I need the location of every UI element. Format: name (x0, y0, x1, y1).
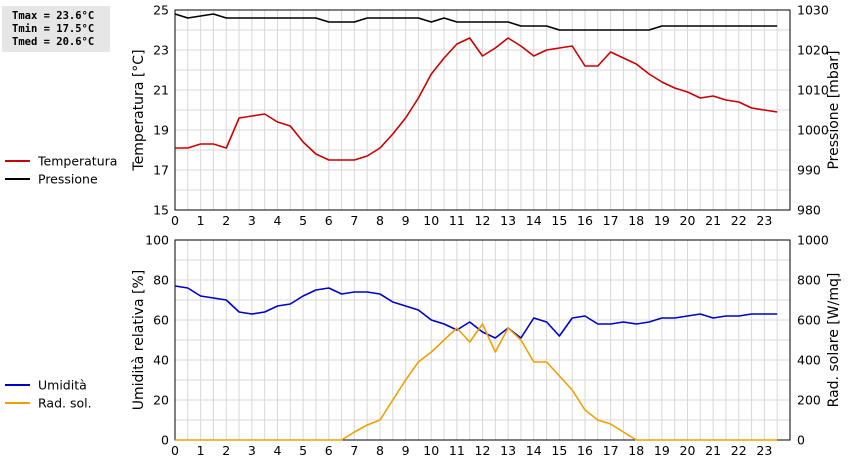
x-tick-label: 20 (680, 213, 696, 228)
x-tick-label: 13 (500, 443, 516, 458)
x-tick-label: 9 (402, 213, 410, 228)
x-tick-label: 4 (274, 213, 282, 228)
x-tick-label: 17 (603, 213, 619, 228)
y-left-tick-label: 0 (161, 433, 169, 448)
y-right-tick-label: 1000 (797, 123, 829, 138)
legend-label: Umidità (38, 378, 87, 393)
y-left-tick-label: 20 (153, 393, 169, 408)
x-tick-label: 19 (654, 443, 670, 458)
y-axis-right-label: Pressione [mbar] (826, 50, 842, 169)
x-tick-label: 19 (654, 213, 670, 228)
x-tick-label: 0 (171, 443, 179, 458)
x-tick-label: 14 (526, 213, 542, 228)
y-right-tick-label: 0 (797, 433, 805, 448)
y-left-tick-label: 23 (153, 43, 169, 58)
y-left-tick-label: 21 (153, 83, 169, 98)
x-tick-label: 15 (551, 213, 567, 228)
x-tick-label: 22 (731, 213, 747, 228)
x-tick-label: 11 (449, 213, 465, 228)
x-tick-label: 14 (526, 443, 542, 458)
chart-panel-hum: 0 1 2 3 4 5 6 7 8 9 10 11 12 13 14 15 16 17 18 19 20 21 22 2302… (5, 233, 842, 458)
series-line-temperatura (175, 37, 778, 161)
x-tick-label: 3 (248, 443, 256, 458)
y-right-tick-label: 200 (797, 393, 821, 408)
legend-label: Temperatura (37, 154, 117, 169)
x-tick-label: 4 (274, 443, 282, 458)
y-left-tick-label: 17 (153, 163, 169, 178)
x-tick-label: 20 (680, 443, 696, 458)
y-right-tick-label: 600 (797, 313, 821, 328)
y-right-tick-label: 990 (797, 163, 821, 178)
x-tick-label: 12 (475, 213, 491, 228)
x-tick-label: 16 (577, 443, 593, 458)
y-left-tick-label: 19 (153, 123, 169, 138)
legend: Umidità Rad. sol. (5, 378, 92, 411)
y-right-tick-label: 1020 (797, 43, 829, 58)
x-tick-label: 7 (350, 213, 358, 228)
x-tick-label: 5 (299, 213, 307, 228)
x-tick-label: 2 (222, 213, 230, 228)
x-tick-label: 6 (325, 443, 333, 458)
x-tick-label: 7 (350, 443, 358, 458)
y-left-tick-label: 100 (145, 233, 169, 248)
x-tick-label: 0 (171, 213, 179, 228)
x-tick-label: 21 (705, 213, 721, 228)
x-tick-label: 3 (248, 213, 256, 228)
series-line-pressione (174, 13, 778, 31)
y-axis-right-label: Rad. solare [W/mq] (826, 273, 842, 408)
x-tick-label: 18 (628, 443, 644, 458)
series-line-rad-sol (175, 323, 778, 441)
x-tick-label: 6 (325, 213, 333, 228)
x-tick-label: 9 (402, 443, 410, 458)
y-right-tick-label: 1000 (797, 233, 829, 248)
stats-box: Tmax = 23.6°C Tmin = 17.5°C Tmed = 20.6°… (2, 6, 110, 52)
y-right-tick-label: 980 (797, 203, 821, 218)
legend-label: Pressione (38, 172, 98, 187)
y-left-tick-label: 80 (153, 273, 169, 288)
x-tick-label: 8 (376, 213, 384, 228)
y-left-tick-label: 25 (153, 3, 169, 18)
x-tick-label: 5 (299, 443, 307, 458)
x-tick-label: 12 (475, 443, 491, 458)
x-tick-label: 15 (551, 443, 567, 458)
x-tick-label: 1 (197, 443, 205, 458)
grid (174, 239, 791, 441)
tmax-text: Tmax = 23.6°C (12, 10, 95, 22)
legend-label: Rad. sol. (38, 396, 92, 411)
grid (174, 9, 791, 211)
x-tick-label: 22 (731, 443, 747, 458)
y-right-tick-label: 1030 (797, 3, 829, 18)
y-axis-left-label: Umidità relativa [%] (131, 270, 147, 411)
y-right-tick-label: 1010 (797, 83, 829, 98)
y-right-tick-label: 400 (797, 353, 821, 368)
legend: Temperatura Pressione (5, 154, 117, 187)
x-tick-label: 11 (449, 443, 465, 458)
x-tick-label: 8 (376, 443, 384, 458)
tmed-text: Tmed = 20.6°C (12, 36, 95, 48)
x-tick-label: 16 (577, 213, 593, 228)
tmin-text: Tmin = 17.5°C (12, 23, 95, 35)
x-tick-label: 10 (423, 213, 439, 228)
y-left-tick-label: 60 (153, 313, 169, 328)
chart-panel-temp: 0 1 2 3 4 5 6 7 8 9 10 11 12 13 14 15 16 17 18 19 20 21 22 2315… (5, 3, 842, 228)
y-left-tick-label: 15 (153, 203, 169, 218)
x-tick-label: 10 (423, 443, 439, 458)
x-tick-label: 21 (705, 443, 721, 458)
y-left-tick-label: 40 (153, 353, 169, 368)
y-right-tick-label: 800 (797, 273, 821, 288)
plot-frame (174, 239, 791, 441)
x-tick-label: 23 (756, 213, 772, 228)
x-tick-label: 17 (603, 443, 619, 458)
x-tick-label: 2 (222, 443, 230, 458)
series-line-umidit (174, 285, 778, 339)
y-axis-left-label: Temperatura [°C] (131, 49, 147, 171)
x-tick-label: 23 (756, 443, 772, 458)
x-tick-label: 13 (500, 213, 516, 228)
x-tick-label: 1 (197, 213, 205, 228)
x-tick-label: 18 (628, 213, 644, 228)
plot-frame (174, 9, 791, 211)
